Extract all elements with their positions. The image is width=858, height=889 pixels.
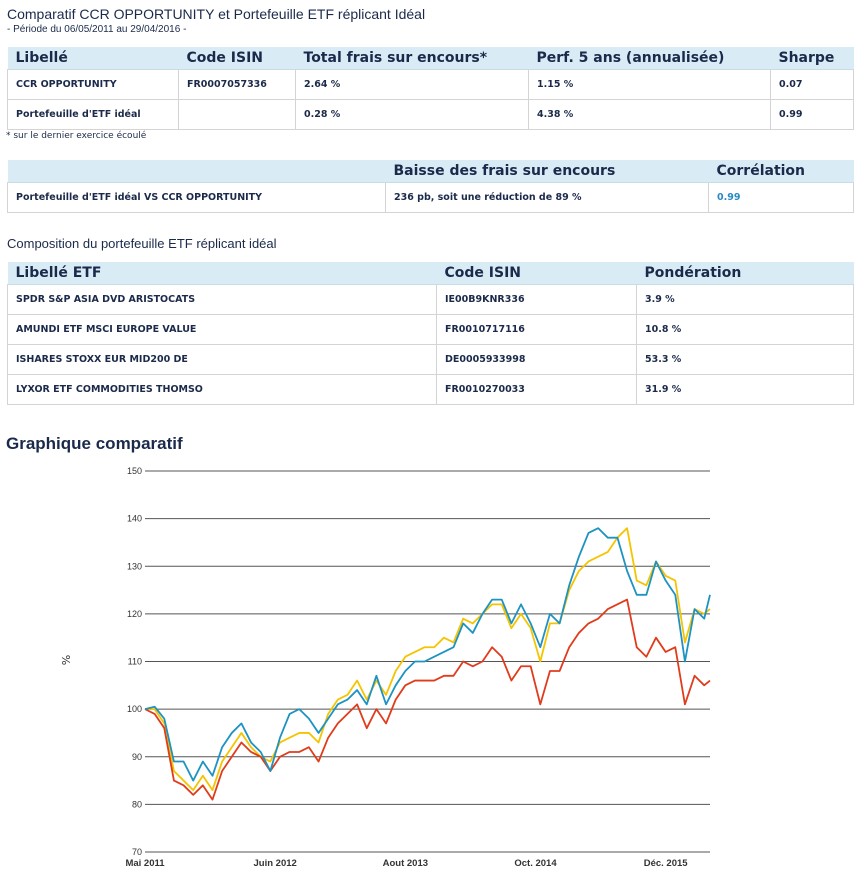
fees-table: Baisse des frais sur encours Corrélation… bbox=[7, 160, 854, 213]
x-tick-label: Juin 2012 bbox=[254, 858, 297, 869]
y-tick-label: 90 bbox=[132, 752, 142, 762]
cell: 53.3 % bbox=[636, 344, 854, 375]
x-tick-label: Mai 2011 bbox=[125, 858, 165, 869]
cell: 0.99 bbox=[770, 99, 854, 130]
footnote: * sur le dernier exercice écoulé bbox=[6, 131, 147, 141]
x-tick-label: Déc. 2015 bbox=[644, 858, 689, 869]
table-row: SPDR S&P ASIA DVD ARISTOCATS IE00B9KNR336… bbox=[7, 284, 854, 315]
page-title: Comparatif CCR OPPORTUNITY et Portefeuil… bbox=[7, 6, 426, 22]
col-header: Code ISIN bbox=[178, 47, 296, 70]
cell: 0.28 % bbox=[295, 99, 529, 130]
x-tick-label: Oct. 2014 bbox=[514, 858, 557, 869]
cell: FR0010270033 bbox=[436, 374, 637, 405]
cell: LYXOR ETF COMMODITIES THOMSO bbox=[7, 374, 437, 405]
cell: AMUNDI ETF MSCI EUROPE VALUE bbox=[7, 314, 437, 345]
cell: 10.8 % bbox=[636, 314, 854, 345]
comparison-table: Libellé Code ISIN Total frais sur encour… bbox=[7, 47, 854, 130]
cell bbox=[178, 99, 296, 130]
cell: Portefeuille d'ETF idéal VS CCR OPPORTUN… bbox=[7, 182, 386, 213]
col-header: Perf. 5 ans (annualisée) bbox=[528, 47, 771, 70]
table-header: Libellé ETF Code ISIN Pondération bbox=[7, 262, 854, 285]
col-header: Total frais sur encours* bbox=[295, 47, 529, 70]
x-tick-label: Aout 2013 bbox=[383, 858, 428, 869]
composition-title: Composition du portefeuille ETF réplican… bbox=[7, 236, 277, 251]
table-row: AMUNDI ETF MSCI EUROPE VALUE FR0010717116… bbox=[7, 314, 854, 345]
cell: 3.9 % bbox=[636, 284, 854, 315]
y-axis-label: % bbox=[60, 655, 73, 665]
period-text: - Période du 06/05/2011 au 29/04/2016 - bbox=[7, 24, 187, 35]
cell: 31.9 % bbox=[636, 374, 854, 405]
col-header: Baisse des frais sur encours bbox=[385, 160, 709, 183]
cell: DE0005933998 bbox=[436, 344, 637, 375]
cell: 236 pb, soit une réduction de 89 % bbox=[385, 182, 709, 213]
col-header: Pondération bbox=[636, 262, 854, 285]
cell: 0.07 bbox=[770, 69, 854, 100]
col-header: Sharpe bbox=[770, 47, 854, 70]
y-tick-label: 70 bbox=[132, 847, 142, 857]
y-tick-label: 130 bbox=[127, 561, 142, 571]
table-row: LYXOR ETF COMMODITIES THOMSO FR0010270033… bbox=[7, 374, 854, 405]
chart-title: Graphique comparatif bbox=[6, 434, 183, 453]
col-header: Libellé ETF bbox=[7, 262, 437, 285]
cell: Portefeuille d'ETF idéal bbox=[7, 99, 179, 130]
series-line-0 bbox=[145, 527, 711, 791]
y-tick-label: 80 bbox=[132, 799, 142, 809]
cell: 4.38 % bbox=[528, 99, 771, 130]
col-header: Libellé bbox=[7, 47, 179, 70]
table-header: Libellé Code ISIN Total frais sur encour… bbox=[7, 47, 854, 70]
table-row: Portefeuille d'ETF idéal VS CCR OPPORTUN… bbox=[7, 182, 854, 213]
cell: FR0007057336 bbox=[178, 69, 296, 100]
cell: FR0010717116 bbox=[436, 314, 637, 345]
series-line-1 bbox=[144, 598, 711, 801]
cell: IE00B9KNR336 bbox=[436, 284, 637, 315]
table-row: Portefeuille d'ETF idéal 0.28 % 4.38 % 0… bbox=[7, 99, 854, 130]
y-tick-label: 120 bbox=[127, 609, 142, 619]
cell: CCR OPPORTUNITY bbox=[7, 69, 179, 100]
y-tick-label: 110 bbox=[128, 657, 142, 667]
table-row: ISHARES STOXX EUR MID200 DE DE0005933998 5… bbox=[7, 344, 854, 375]
table-header: Baisse des frais sur encours Corrélation bbox=[7, 160, 854, 183]
cell: 2.64 % bbox=[295, 69, 529, 100]
correlation-value: 0.99 bbox=[708, 182, 854, 213]
comparison-chart: 70 80 90 100 110 120 130 140 150 Mai 2011 Juin 201… bbox=[60, 466, 711, 869]
col-header bbox=[7, 160, 386, 183]
table-row: CCR OPPORTUNITY FR0007057336 2.64 % 1.15… bbox=[7, 69, 854, 100]
cell: ISHARES STOXX EUR MID200 DE bbox=[7, 344, 437, 375]
cell: 1.15 % bbox=[528, 69, 771, 100]
col-header: Code ISIN bbox=[436, 262, 637, 285]
y-tick-label: 100 bbox=[127, 704, 142, 714]
col-header: Corrélation bbox=[708, 160, 854, 183]
composition-table: Libellé ETF Code ISIN Pondération SPDR S… bbox=[7, 262, 854, 405]
cell: SPDR S&P ASIA DVD ARISTOCATS bbox=[7, 284, 437, 315]
series-line-2 bbox=[144, 527, 711, 782]
y-tick-label: 140 bbox=[127, 514, 142, 524]
y-tick-label: 150 bbox=[127, 466, 142, 476]
